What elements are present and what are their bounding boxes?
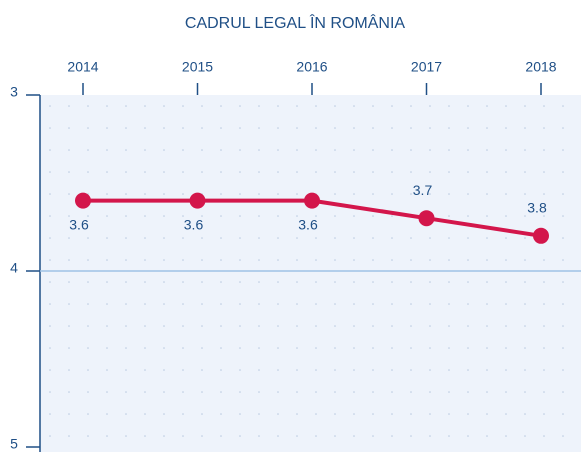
point [533, 227, 549, 244]
x-tick-label: 2016 [296, 59, 327, 75]
x-tick-label: 2017 [411, 59, 442, 75]
data-label: 3.8 [527, 200, 547, 216]
data-label: 3.6 [69, 216, 89, 232]
point [304, 192, 320, 209]
y-tick-label: 4 [10, 260, 18, 276]
point [189, 192, 206, 209]
data-label: 3.6 [298, 216, 318, 232]
y-tick-label: 5 [10, 436, 18, 452]
x-tick-label: 2018 [525, 59, 556, 75]
chart-title: CADRUL LEGAL ÎN ROMÂNIA [185, 13, 406, 32]
data-label: 3.7 [413, 182, 433, 198]
point [75, 192, 91, 209]
data-label: 3.6 [184, 216, 204, 232]
x-tick-label: 2014 [67, 59, 98, 75]
y-tick-label: 3 [10, 84, 18, 100]
point [418, 210, 435, 227]
x-tick-label: 2015 [182, 59, 213, 75]
plot-dots [40, 95, 581, 452]
